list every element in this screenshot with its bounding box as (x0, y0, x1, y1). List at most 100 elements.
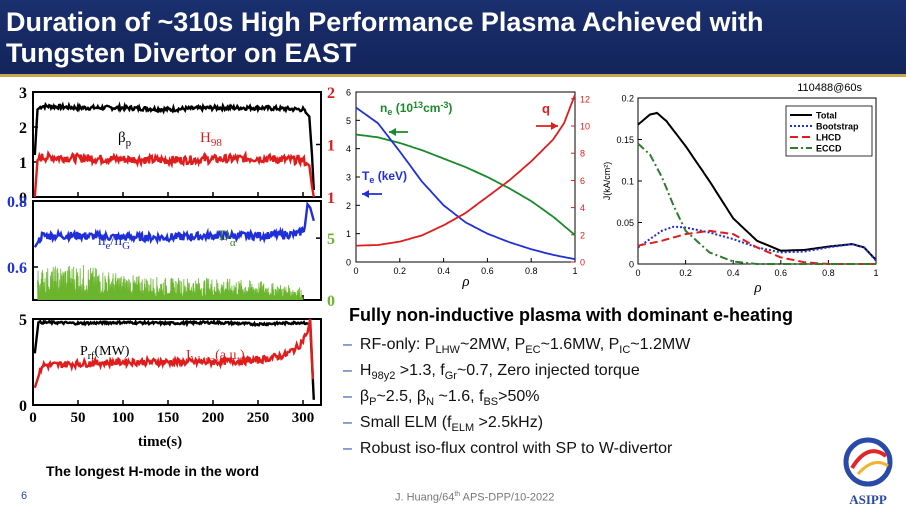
right-tick-label: 8 (580, 149, 585, 159)
right-tick-label: 10 (580, 122, 590, 132)
y-tick-label: 0.05 (616, 218, 634, 228)
right-tick-label: 12 (580, 94, 590, 104)
x-tick-label: 0.8 (822, 268, 835, 278)
legend-label: Bootstrap (816, 122, 859, 132)
left-tick-label: 5 (19, 312, 27, 329)
time-panel-frame (32, 318, 322, 406)
shot-label: 110488@60s (797, 82, 862, 94)
left-tick-label: 5 (346, 116, 351, 126)
page-number: 6 (21, 490, 28, 502)
lhcd-line (637, 229, 876, 265)
footer-credit: J. Huang/64th APS-DPP/10-2022 (395, 491, 555, 504)
legend-label: ECCD (816, 144, 842, 154)
h98-label: H98 (200, 130, 222, 149)
right-tick-label: 4 (580, 203, 585, 213)
beta-p-label: βp (118, 130, 132, 149)
x-tick-label: 0 (29, 410, 37, 426)
left-tick-label: 0.8 (7, 194, 27, 211)
slide-title-line2: Tungsten Divertor on EAST (6, 38, 357, 68)
current-density-chart: 110488@60s 0 0.05 0.1 0.15 0.2 0 0.2 0.4 0.6 0.8 1… (602, 82, 879, 296)
left-tick-label: 3 (19, 85, 27, 102)
bullet-item-rf: – RF-only: PLHW~2MW, PEC~1.6MW, PIC~1.2MW (343, 336, 691, 357)
x-tick-label: 200 (202, 410, 225, 426)
right-tick-label: 0 (327, 293, 335, 310)
x-tick-label: 50 (71, 410, 86, 426)
q-profile-label: q (542, 101, 550, 116)
eccd-line (637, 142, 876, 265)
y-tick-label: 0.1 (621, 177, 634, 187)
ne-ng-line (33, 201, 315, 248)
q-profile-line (355, 94, 576, 247)
left-tick-label: 0 (346, 258, 351, 268)
title-divider (0, 74, 906, 77)
figure-caption: The longest H-mode in the word (46, 463, 260, 479)
rho-axis-label-2: ρ (753, 280, 761, 296)
right-tick-label: 2 (580, 230, 585, 240)
right-tick-label: 1 (327, 190, 335, 207)
right-tick-label: 6 (580, 176, 585, 186)
left-tick-label: 2 (346, 201, 351, 211)
right-tick-label: 5 (327, 231, 335, 248)
bullet-item-h98: – H98y2 >1.3, fGr~0.7, Zero injected torq… (343, 362, 640, 383)
bullet-item-isoflux: – Robust iso-flux control with SP to W-di… (343, 440, 673, 457)
bullet-item-elm: – Small ELM (fELM >2.5kHz) (343, 414, 544, 435)
left-tick-label: 6 (346, 88, 351, 98)
h98-line (33, 150, 315, 198)
te-profile-label: Te (keV) (362, 169, 407, 185)
prf-label: Prf(MW) (80, 344, 130, 362)
left-tick-label: 1 (19, 155, 27, 172)
y-tick-label: 0 (629, 260, 634, 270)
beta-p-line (33, 101, 315, 191)
bullet-heading: Fully non-inductive plasma with dominant… (349, 305, 794, 325)
left-tick-label: 2 (19, 120, 27, 137)
x-tick-label: 250 (247, 410, 270, 426)
bullet-item-beta: – βP~2.5, βN ~1.6, fBS>50% (343, 388, 540, 409)
y-tick-label: 0.2 (621, 94, 634, 104)
right-tick-label: 0 (580, 258, 585, 268)
x-tick-label: 0.2 (679, 268, 692, 278)
x-tick-label: 0 (635, 268, 640, 278)
d-alpha-label: Dα (219, 228, 236, 249)
right-tick-label: 2 (327, 85, 335, 102)
cd-y-axis-label: J(kA/cm²) (602, 162, 612, 201)
right-tick-label: 1.5 (327, 138, 335, 155)
x-tick-label: 300 (292, 410, 315, 426)
y-tick-label: 0.15 (616, 135, 634, 145)
iw-uta-label: IW-uta(a.u.) (186, 348, 245, 366)
asipp-logo: ASIPP (843, 437, 893, 507)
x-tick-label: 0.8 (525, 266, 538, 276)
left-tick-label: 0 (19, 190, 27, 207)
slide-title-line1: Duration of ~310s High Performance Plasm… (6, 7, 764, 37)
te-profile-line (355, 106, 576, 261)
bullet-list: Fully non-inductive plasma with dominant… (343, 305, 903, 462)
left-tick-label: 3 (346, 173, 351, 183)
legend-label: LHCD (816, 133, 841, 143)
left-tick-label: 1 (346, 229, 351, 239)
logo-text: ASIPP (849, 492, 887, 507)
q-arrow-head (551, 122, 558, 130)
left-tick-label: 4 (346, 144, 351, 154)
iw-uta-line (33, 318, 315, 389)
title-bar: Duration of ~310s High Performance Plasm… (0, 0, 906, 74)
x-tick-label: 0.6 (481, 266, 494, 276)
x-tick-label: 0.4 (727, 268, 740, 278)
bootstrap-line (637, 225, 877, 262)
d-alpha-line (37, 265, 304, 301)
ne-arrow-head (389, 128, 396, 136)
x-tick-label: 0.2 (394, 266, 407, 276)
x-tick-label: 1 (873, 268, 878, 278)
x-tick-label: 0.6 (775, 268, 788, 278)
prf-line (33, 318, 315, 400)
x-tick-label: 1 (572, 266, 577, 276)
ne-profile-label: ne (1013cm-3) (380, 100, 452, 117)
te-arrow-head (362, 190, 369, 198)
left-tick-label: 0.6 (7, 260, 27, 277)
x-tick-label: 100 (112, 410, 135, 426)
rho-axis-label: ρ (461, 274, 469, 290)
legend-label: Total (816, 111, 837, 121)
time-axis-label: time(s) (138, 434, 182, 450)
left-tick-label: 0 (19, 398, 27, 415)
x-tick-label: 0 (353, 266, 358, 276)
